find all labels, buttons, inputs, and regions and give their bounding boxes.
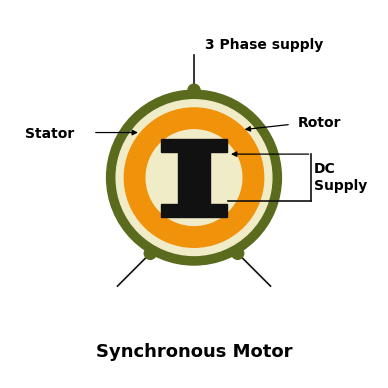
Bar (178, 150, 210, 205)
Circle shape (232, 247, 244, 259)
Bar (161, 139, 227, 152)
Circle shape (188, 84, 200, 96)
Text: Synchronous Motor: Synchronous Motor (96, 343, 292, 362)
Circle shape (146, 130, 242, 225)
Circle shape (124, 108, 264, 247)
Circle shape (144, 247, 156, 259)
Circle shape (107, 90, 281, 265)
Circle shape (116, 100, 272, 255)
Text: Stator: Stator (24, 127, 74, 141)
Text: Rotor: Rotor (298, 116, 341, 130)
Bar (161, 204, 227, 217)
Text: DC
Supply: DC Supply (314, 162, 367, 193)
Text: 3 Phase supply: 3 Phase supply (205, 38, 323, 52)
